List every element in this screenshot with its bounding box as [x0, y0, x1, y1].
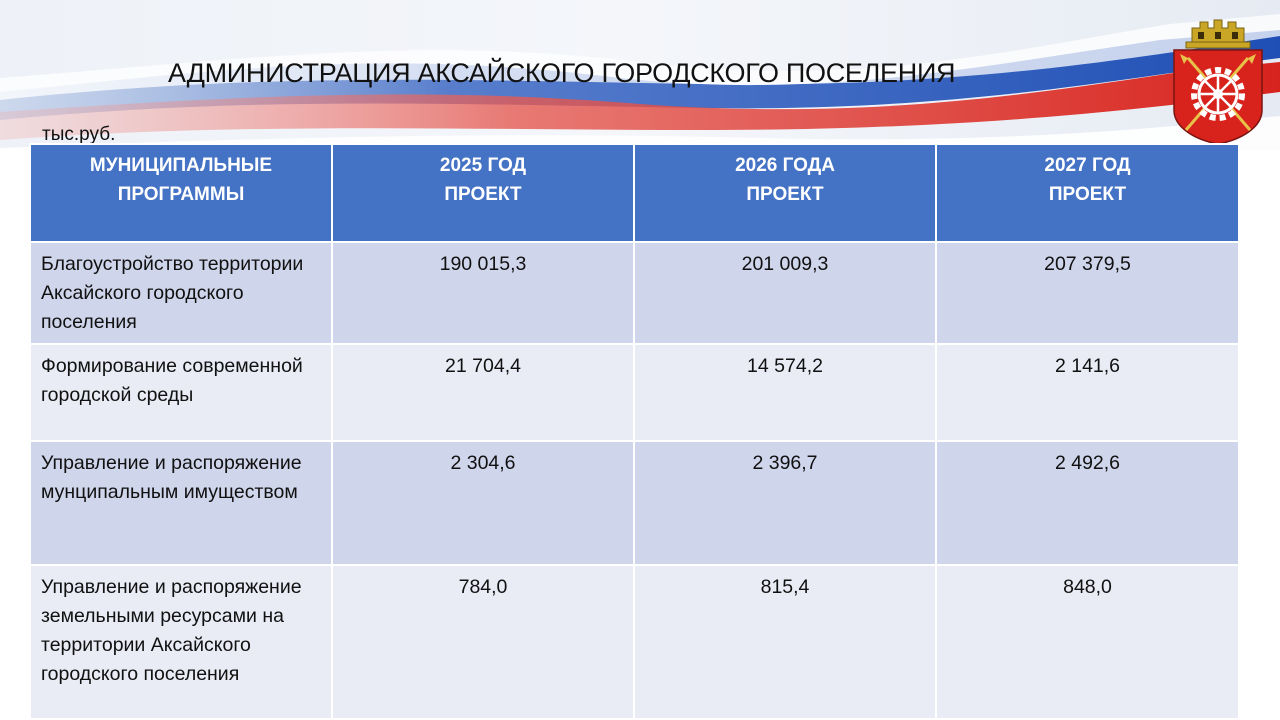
value-2027: 2 141,6: [935, 343, 1240, 442]
table-row: Управление и распоряжение мунципальным и…: [29, 440, 1240, 566]
column-header-2025: 2025 ГОД ПРОЕКТ: [331, 143, 635, 243]
value-2027: 2 492,6: [935, 440, 1240, 566]
units-label: тыс.руб.: [42, 124, 116, 145]
flag-wave-banner: [0, 0, 1280, 150]
programs-budget-table: МУНИЦИПАЛЬНЫЕ ПРОГРАММЫ 2025 ГОД ПРОЕКТ …: [29, 143, 1240, 720]
city-coat-of-arms-icon: [1173, 19, 1263, 145]
column-header-programs: МУНИЦИПАЛЬНЫЕ ПРОГРАММЫ: [29, 143, 333, 243]
value-2026: 14 574,2: [633, 343, 937, 442]
column-header-2027: 2027 ГОД ПРОЕКТ: [935, 143, 1240, 243]
value-2026: 2 396,7: [633, 440, 937, 566]
value-2025: 21 704,4: [331, 343, 635, 442]
value-2026: 201 009,3: [633, 241, 937, 345]
program-name: Благоустройство территории Аксайского го…: [29, 241, 333, 345]
table-row: Управление и распоряжение земельными рес…: [29, 564, 1240, 720]
value-2027: 848,0: [935, 564, 1240, 720]
program-name: Формирование современной городской среды: [29, 343, 333, 442]
table-header-row: МУНИЦИПАЛЬНЫЕ ПРОГРАММЫ 2025 ГОД ПРОЕКТ …: [29, 143, 1240, 243]
table-row: Благоустройство территории Аксайского го…: [29, 241, 1240, 345]
program-name: Управление и распоряжение мунципальным и…: [29, 440, 333, 566]
value-2025: 784,0: [331, 564, 635, 720]
column-header-2026: 2026 ГОДА ПРОЕКТ: [633, 143, 937, 243]
page-title: АДМИНИСТРАЦИЯ АКСАЙСКОГО ГОРОДСКОГО ПОСЕ…: [168, 58, 956, 88]
value-2025: 2 304,6: [331, 440, 635, 566]
table-row: Формирование современной городской среды…: [29, 343, 1240, 442]
value-2025: 190 015,3: [331, 241, 635, 345]
program-name: Управление и распоряжение земельными рес…: [29, 564, 333, 720]
value-2026: 815,4: [633, 564, 937, 720]
value-2027: 207 379,5: [935, 241, 1240, 345]
